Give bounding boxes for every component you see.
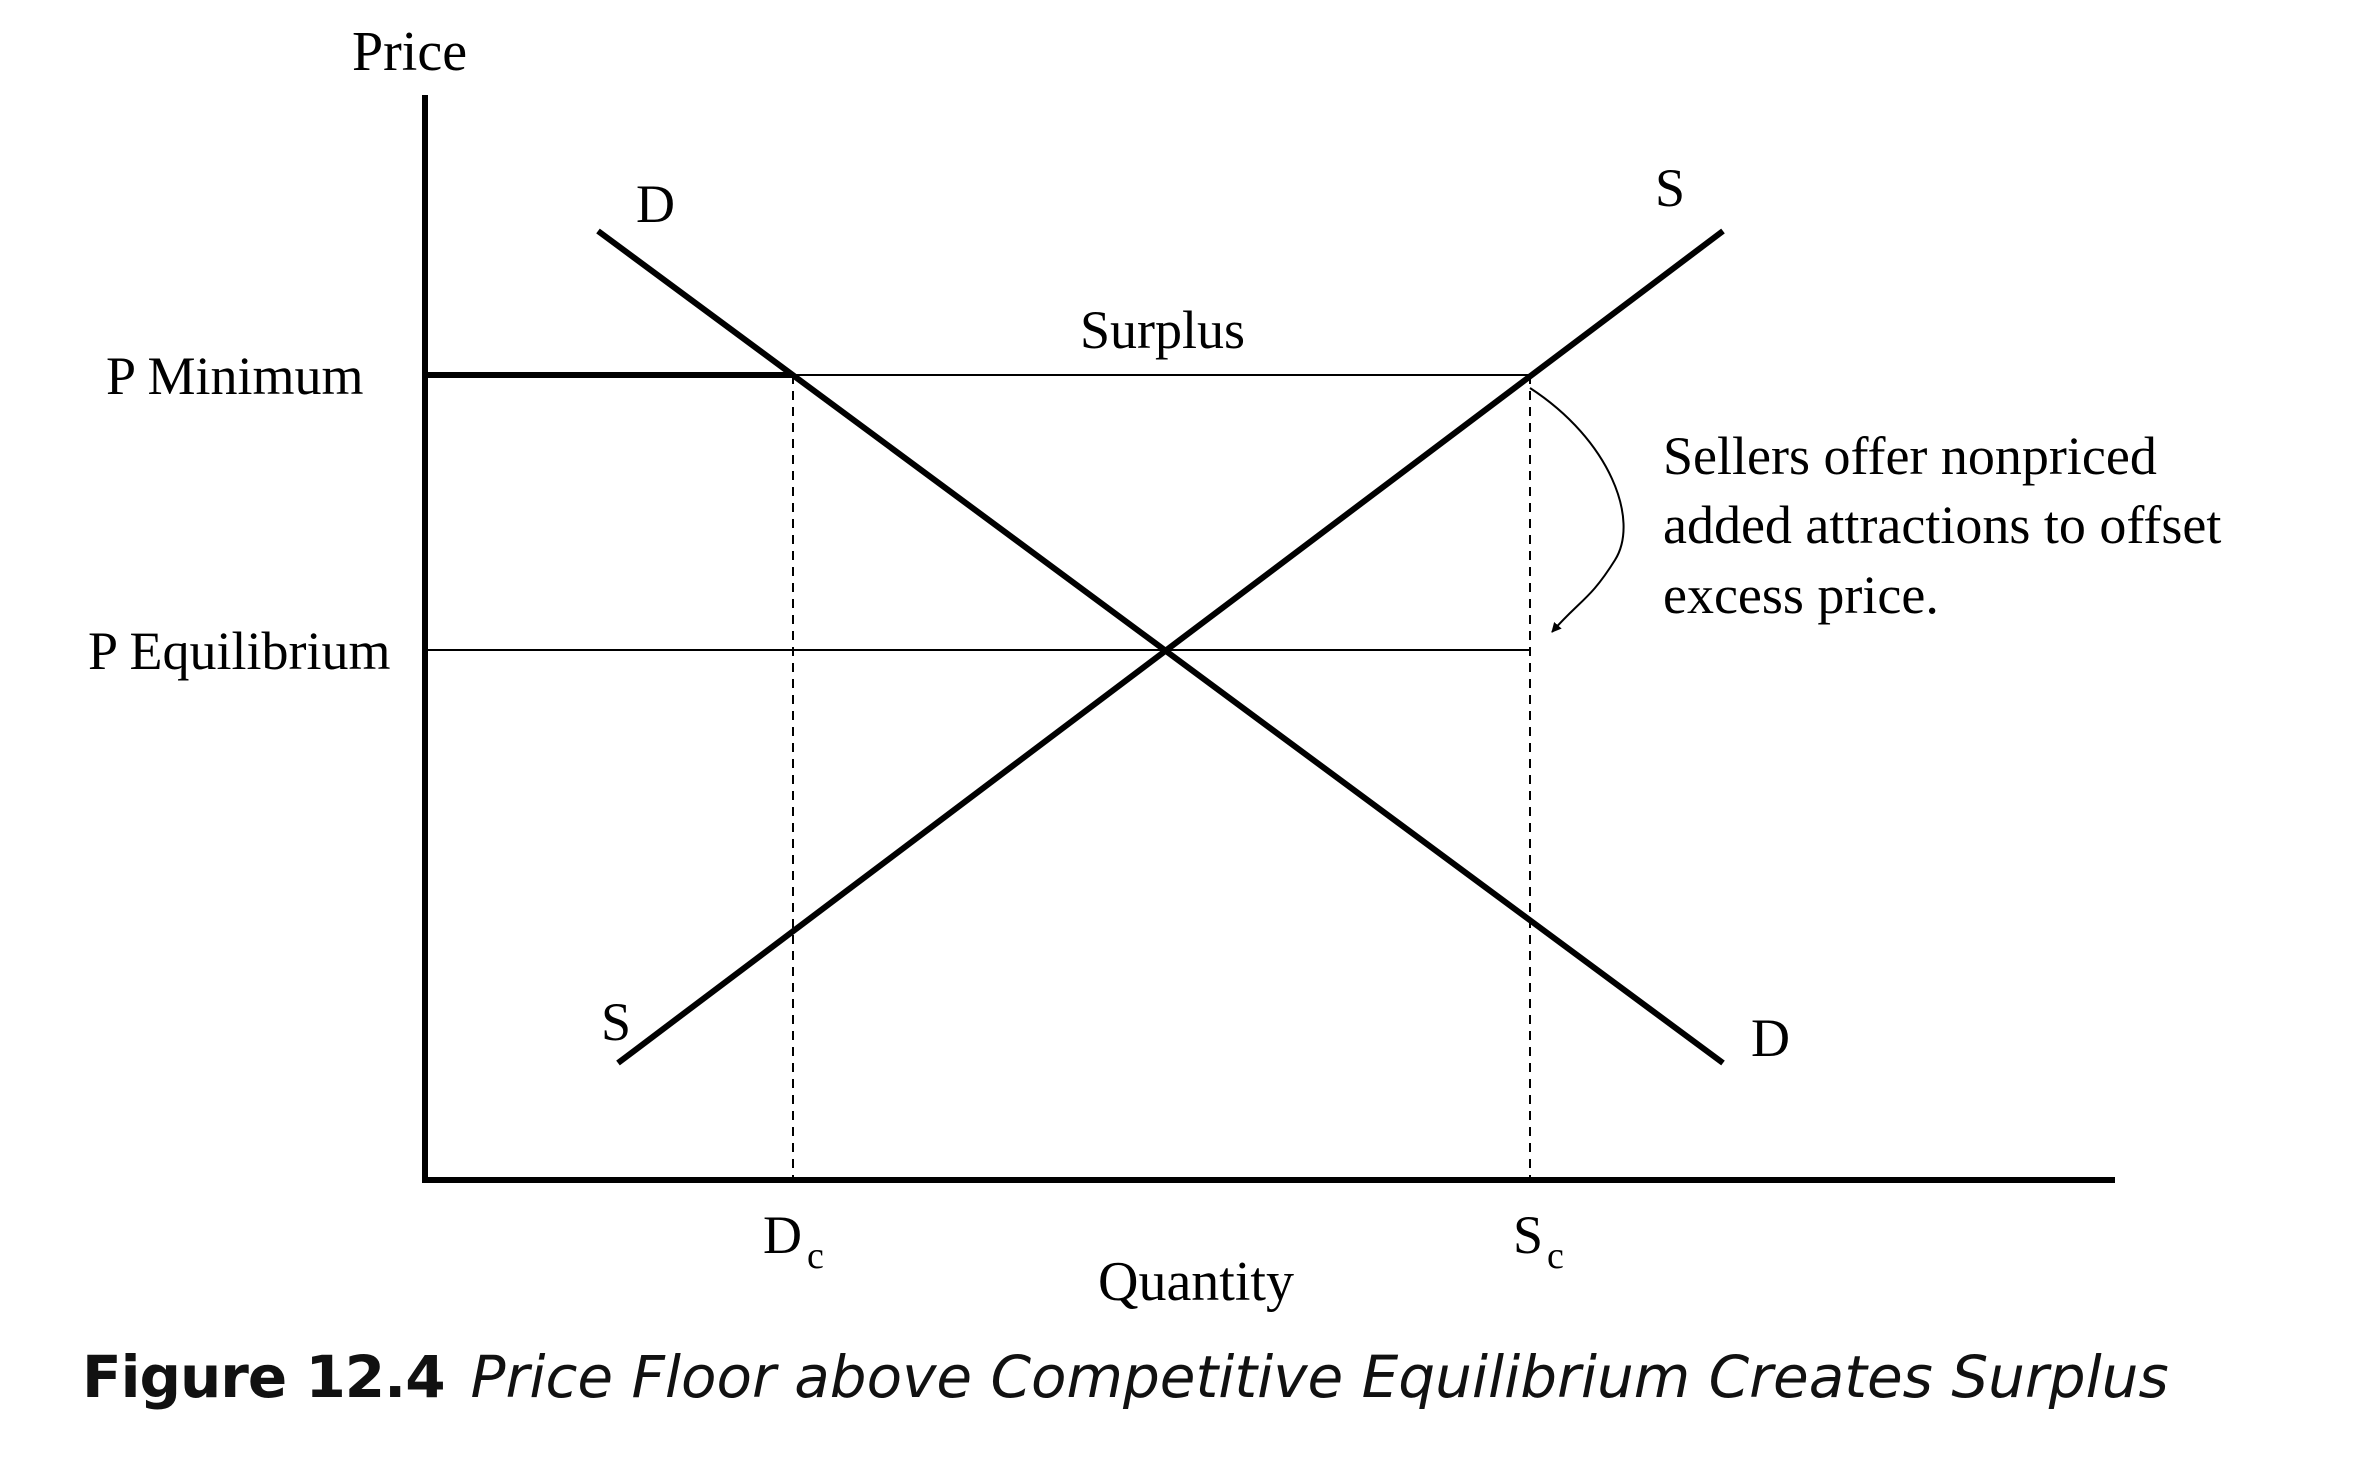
supply-curve <box>616 228 1725 1066</box>
supply-label-top: S <box>1655 158 1685 218</box>
figure-caption: Figure 12.4 Price Floor above Competitive… <box>82 1342 2169 1412</box>
figure-title: Price Floor above Competitive Equilibriu… <box>470 1343 2169 1411</box>
svg-text:c: c <box>1547 1235 1564 1277</box>
surplus-label: Surplus <box>1080 300 1245 360</box>
annotation-line-1: Sellers offer nonpriced <box>1663 426 2157 486</box>
price-minimum-label: P Minimum <box>106 346 364 406</box>
quantity-supplied-label: S c <box>1513 1205 1564 1277</box>
svg-text:S: S <box>1513 1205 1543 1265</box>
annotation-line-3: excess price. <box>1663 565 1939 625</box>
figure-number: Figure 12.4 <box>82 1343 446 1411</box>
svg-text:D: D <box>763 1205 802 1265</box>
svg-text:c: c <box>807 1235 824 1277</box>
quantity-demanded-label: D c <box>763 1205 824 1277</box>
x-axis-label: Quantity <box>1098 1251 1294 1313</box>
annotation-line-2: added attractions to offset <box>1663 495 2221 555</box>
annotation-arrow <box>1529 387 1625 633</box>
demand-curve <box>596 228 1725 1066</box>
price-equilibrium-label: P Equilibrium <box>88 621 391 681</box>
y-axis-label: Price <box>352 21 467 83</box>
demand-label-bottom: D <box>1751 1008 1790 1068</box>
supply-label-bottom: S <box>601 992 631 1052</box>
demand-label-top: D <box>636 174 675 234</box>
